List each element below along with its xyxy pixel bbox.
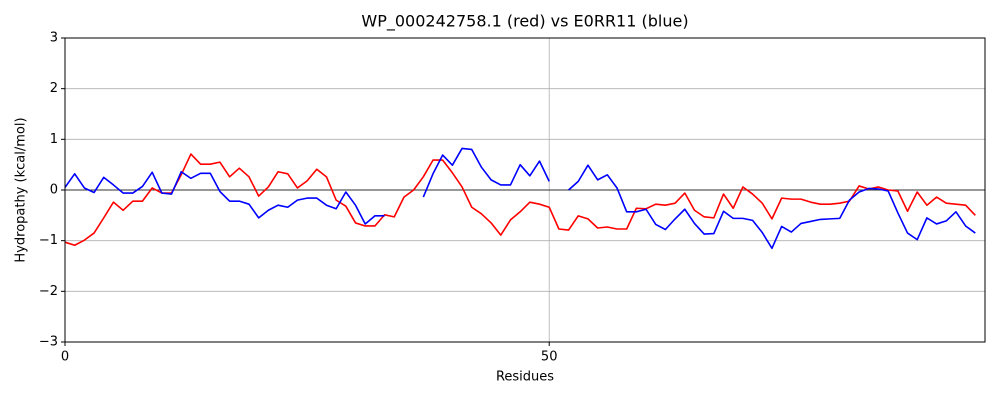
series-line xyxy=(64,147,976,250)
chart-title: WP_000242758.1 (red) vs E0RR11 (blue) xyxy=(361,12,688,32)
y-tick-label: −3 xyxy=(39,335,58,350)
y-tick-label: −1 xyxy=(39,233,58,248)
x-axis-label: Residues xyxy=(496,370,554,385)
x-tick-label: 0 xyxy=(61,350,69,365)
y-tick-label: −2 xyxy=(39,284,58,299)
y-tick-label: 1 xyxy=(50,132,58,147)
y-tick-label: 2 xyxy=(50,81,58,96)
x-tick-label: 50 xyxy=(541,350,558,365)
y-tick-label: 3 xyxy=(50,31,58,46)
y-axis-label: Hydropathy (kcal/mol) xyxy=(14,117,29,262)
plot-frame xyxy=(64,37,986,343)
y-tick-label: 0 xyxy=(50,183,58,198)
series-line xyxy=(64,153,976,247)
